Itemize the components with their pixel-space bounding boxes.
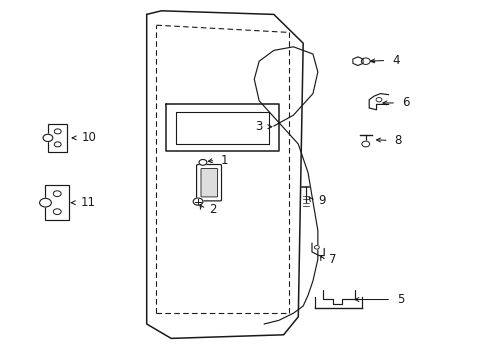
Circle shape — [53, 209, 61, 215]
Text: 3: 3 — [254, 120, 262, 133]
Text: 9: 9 — [317, 194, 325, 207]
Text: 6: 6 — [401, 96, 408, 109]
Text: 7: 7 — [328, 253, 335, 266]
FancyBboxPatch shape — [45, 185, 69, 220]
Text: 5: 5 — [396, 293, 404, 306]
Text: 4: 4 — [391, 54, 399, 67]
Circle shape — [54, 142, 61, 147]
Circle shape — [361, 141, 369, 147]
FancyBboxPatch shape — [48, 124, 66, 152]
FancyBboxPatch shape — [201, 168, 217, 197]
Circle shape — [361, 58, 369, 64]
Circle shape — [375, 98, 381, 102]
FancyBboxPatch shape — [196, 165, 221, 201]
Circle shape — [40, 198, 51, 207]
Circle shape — [193, 198, 203, 205]
Text: 2: 2 — [208, 203, 216, 216]
Circle shape — [314, 246, 319, 249]
Circle shape — [53, 191, 61, 197]
Text: 1: 1 — [221, 154, 228, 167]
Text: 11: 11 — [80, 196, 95, 209]
Text: 8: 8 — [394, 134, 401, 147]
Circle shape — [43, 134, 53, 141]
Text: 10: 10 — [81, 131, 96, 144]
Circle shape — [54, 129, 61, 134]
Circle shape — [199, 159, 206, 165]
